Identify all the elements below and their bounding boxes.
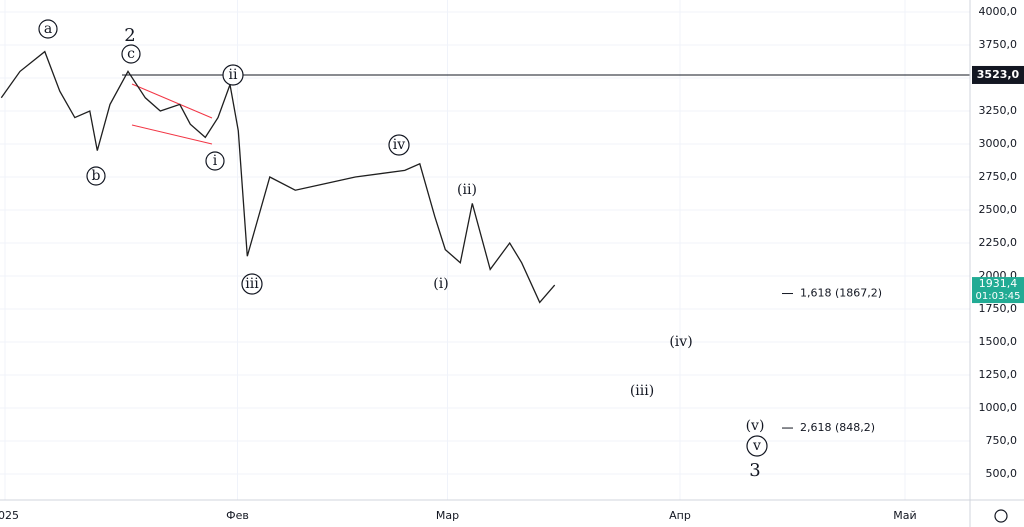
plot: 1,618 (1867,2) 2,618 (848,2) (0, 50, 970, 434)
y-tick-label: 4000,0 (979, 5, 1018, 18)
wave-label: a (44, 21, 52, 37)
axes: 500,0750,01000,01250,01500,01750,02000,0… (0, 5, 1024, 522)
wave-label: (iv) (669, 334, 692, 350)
y-tick-label: 500,0 (986, 467, 1018, 480)
trend-line (131, 124, 213, 145)
wave-label: iv (393, 137, 405, 153)
label-ring (388, 134, 410, 156)
wave-label: (i) (433, 276, 448, 292)
timer-label: 01:03:45 (976, 291, 1021, 302)
wave-label: iii (245, 276, 259, 292)
last-price-tag (972, 277, 1024, 304)
wave-label: (v) (746, 418, 765, 434)
label-ring (38, 19, 58, 39)
fib-label: 1,618 (1867,2) (800, 287, 882, 300)
label-ring (241, 273, 263, 295)
label-ring (121, 44, 141, 64)
wave-labels: a 2 c b ii i iii iv (ii) (i) (iv) (iii) … (38, 19, 768, 481)
label-ring (222, 64, 244, 86)
price-tag-label: 3523,0 (977, 68, 1020, 81)
y-tick-label: 1250,0 (979, 368, 1018, 381)
label-ring (205, 151, 225, 171)
x-tick-label: Апр (669, 509, 691, 522)
x-tick-label: Мар (436, 509, 459, 522)
wave-label: i (213, 153, 218, 169)
y-tick-label: 2750,0 (979, 170, 1018, 183)
x-tick-label: 2025 (0, 509, 19, 522)
wave-label: ii (229, 67, 238, 83)
y-tick-label: 2250,0 (979, 236, 1018, 249)
x-tick-label: Фев (226, 509, 249, 522)
price-tag (972, 65, 1024, 84)
y-tick-label: 1000,0 (979, 401, 1018, 414)
wave-label: (ii) (457, 182, 477, 198)
wave-label: 2 (124, 25, 135, 46)
y-tick-label: 3750,0 (979, 38, 1018, 51)
wave-label: v (752, 438, 761, 454)
y-tick-label: 1750,0 (979, 302, 1018, 315)
y-tick-label: 1500,0 (979, 335, 1018, 348)
y-tick-label: 3250,0 (979, 104, 1018, 117)
x-tick-label: Май (893, 509, 916, 522)
fib-label: 2,618 (848,2) (800, 421, 875, 434)
price-line (0, 50, 556, 304)
wave-label: b (92, 168, 101, 184)
wave-label: 3 (749, 460, 760, 481)
settings-icon[interactable] (994, 509, 1008, 523)
wave-label: c (127, 46, 135, 62)
wave-label: (iii) (630, 383, 654, 399)
label-ring (746, 435, 768, 457)
trend-line (131, 83, 213, 119)
y-tick-label: 3000,0 (979, 137, 1018, 150)
last-price-label: 1931,4 (979, 277, 1018, 290)
y-tick-label: 2500,0 (979, 203, 1018, 216)
y-tick-label: 750,0 (986, 434, 1018, 447)
label-ring (86, 166, 106, 186)
